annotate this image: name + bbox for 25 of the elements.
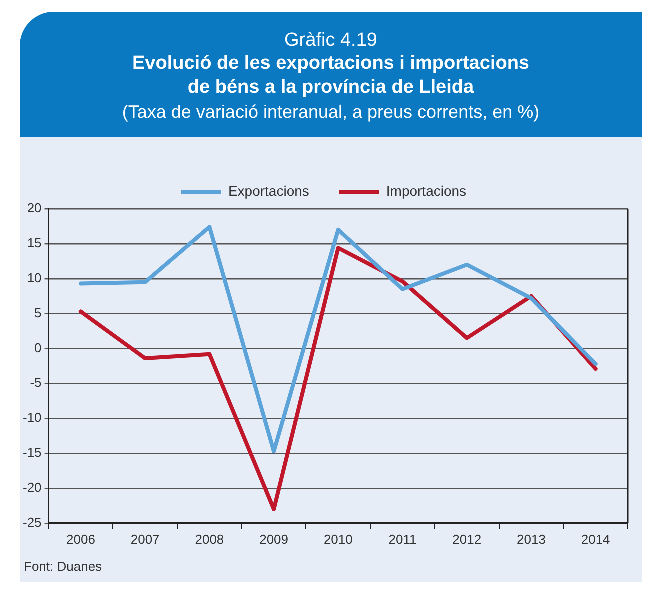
y-tick-label: -15 [22,445,42,460]
chart-title: Evolució de les exportacions i importacions de béns a la província de Lleida [132,52,530,100]
y-tick-label: -25 [22,514,42,530]
y-tick-label: -5 [30,375,42,390]
chart-subtitle: (Taxa de variació interanual, a preus corrents, en %) [121,102,541,123]
x-tick-label: 2011 [388,532,417,547]
x-tick-label: 2013 [517,532,546,547]
x-tick-label: 2008 [195,532,224,547]
x-tick-label: 2009 [260,532,288,547]
x-tick-label: 2012 [452,532,482,547]
x-tick-label: 2006 [66,532,96,547]
legend-label: Exportacions [228,182,310,199]
text: Font: Duanes [23,558,104,574]
y-tick-label: 15 [27,236,42,251]
x-tick-label: 2014 [581,532,610,547]
text: Gràfic 4.19 [284,30,378,52]
y-tick-label: 10 [27,270,42,286]
y-tick-label: 0 [34,340,42,356]
x-tick-label: 2007 [130,532,160,547]
y-tick-label: 5 [34,305,42,320]
legend-label: Importacions [386,182,467,199]
y-tick-label: -20 [22,480,42,496]
x-tick-label: 2010 [324,532,353,547]
y-tick-label: 20 [27,200,42,216]
y-tick-label: -10 [22,410,42,426]
